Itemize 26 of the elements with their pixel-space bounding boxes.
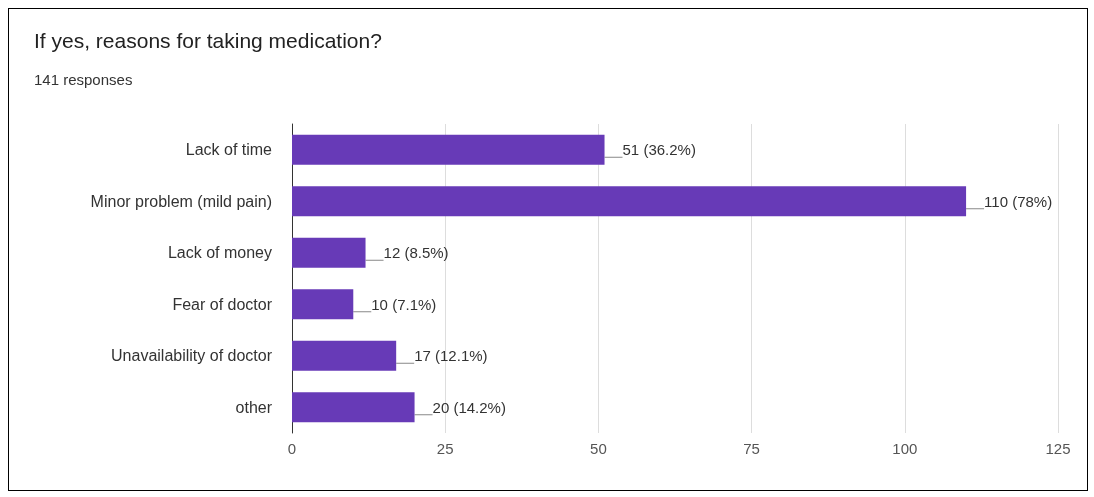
text: 141 responses xyxy=(34,71,133,88)
y-tick-label: Fear of doctor xyxy=(172,295,273,313)
y-tick-label: Unavailability of doctor xyxy=(111,347,273,365)
data-label: 10 (7.1%) xyxy=(371,295,437,313)
chart-title: If yes, reasons for taking medication? xyxy=(34,29,382,52)
data-label: 12 (8.5%) xyxy=(383,244,449,262)
x-tick-label: 25 xyxy=(436,440,454,457)
bar xyxy=(292,392,415,423)
bar xyxy=(292,186,967,217)
data-label: 110 (78%) xyxy=(984,192,1053,210)
bar xyxy=(292,289,354,320)
data-label: 17 (12.1%) xyxy=(414,347,488,365)
y-tick-label: Lack of time xyxy=(185,141,273,159)
data-label: 51 (36.2%) xyxy=(622,141,696,159)
x-tick-label: 0 xyxy=(287,440,297,457)
x-tick-label: 50 xyxy=(590,440,607,457)
bar xyxy=(292,237,366,268)
y-tick-label: Minor problem (mild pain) xyxy=(90,192,272,210)
x-tick-label: 75 xyxy=(743,440,760,457)
x-tick-label: 100 xyxy=(892,440,918,457)
bar xyxy=(292,340,397,371)
data-label: 20 (14.2%) xyxy=(432,398,506,416)
bar xyxy=(292,134,605,165)
x-tick-label: 125 xyxy=(1045,440,1071,457)
y-tick-label: Lack of money xyxy=(167,244,272,262)
y-tick-label: other xyxy=(235,398,273,416)
